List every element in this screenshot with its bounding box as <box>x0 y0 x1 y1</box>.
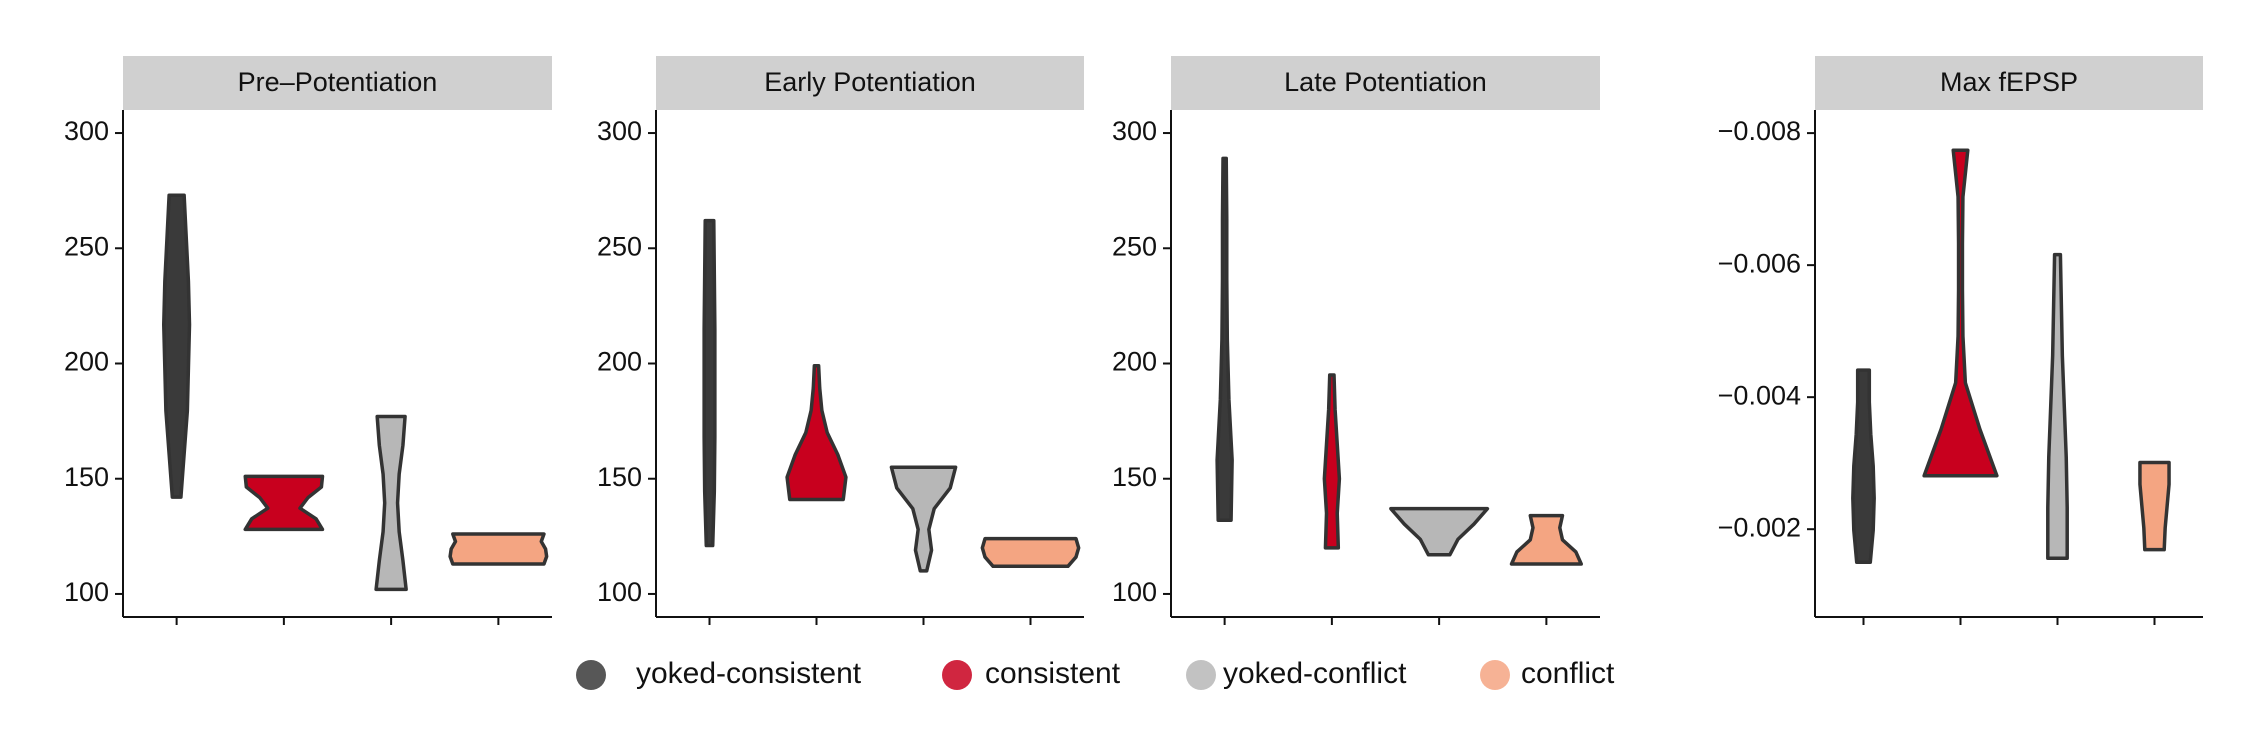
violin <box>374 414 408 592</box>
legend-label: yoked-consistent <box>636 657 862 690</box>
legend-label: consistent <box>985 657 1121 690</box>
panel-title: Early Potentiation <box>764 67 976 97</box>
y-tick-label: 100 <box>597 577 642 607</box>
panel-title: Max fEPSP <box>1940 67 2078 97</box>
strip <box>1171 56 1600 110</box>
violin <box>1922 148 1999 478</box>
y-tick-label: 150 <box>64 462 109 492</box>
violin <box>1509 513 1583 566</box>
y-tick-label: 100 <box>64 577 109 607</box>
violin <box>162 193 192 499</box>
violin <box>243 474 325 532</box>
violin <box>889 465 958 573</box>
y-tick-label: 100 <box>1112 577 1157 607</box>
violin <box>1322 373 1342 550</box>
y-tick-label: 200 <box>64 347 109 377</box>
y-tick-label: 250 <box>1112 231 1157 261</box>
legend-swatch <box>1186 660 1216 690</box>
y-tick-label: −0.006 <box>1718 248 1801 278</box>
violin <box>2138 460 2171 552</box>
y-tick-label: −0.004 <box>1718 380 1801 410</box>
y-tick-label: −0.008 <box>1718 116 1801 146</box>
y-tick-label: 300 <box>1112 116 1157 146</box>
violin <box>2046 252 2069 560</box>
strip <box>656 56 1084 110</box>
y-tick-label: 250 <box>64 231 109 261</box>
y-tick-label: 200 <box>597 347 642 377</box>
panel-title: Pre–Potentiation <box>238 67 438 97</box>
legend-label: conflict <box>1521 657 1615 690</box>
legend-label: yoked-conflict <box>1223 657 1407 690</box>
legend-swatch <box>1480 660 1510 690</box>
strip <box>123 56 552 110</box>
violin <box>980 536 1081 569</box>
legend-swatch <box>942 660 972 690</box>
y-tick-label: 300 <box>597 116 642 146</box>
y-tick-label: 300 <box>64 116 109 146</box>
panel-title: Late Potentiation <box>1284 67 1487 97</box>
violin <box>448 532 549 566</box>
violin <box>1215 156 1234 522</box>
y-tick-label: 250 <box>597 231 642 261</box>
y-tick-label: −0.002 <box>1718 512 1801 542</box>
violin <box>785 364 848 502</box>
violin <box>1389 506 1490 557</box>
strip <box>1815 56 2203 110</box>
y-tick-label: 150 <box>597 462 642 492</box>
legend-swatch <box>576 660 606 690</box>
y-tick-label: 200 <box>1112 347 1157 377</box>
violin <box>1851 368 1876 564</box>
violin <box>702 218 717 548</box>
y-tick-label: 150 <box>1112 462 1157 492</box>
